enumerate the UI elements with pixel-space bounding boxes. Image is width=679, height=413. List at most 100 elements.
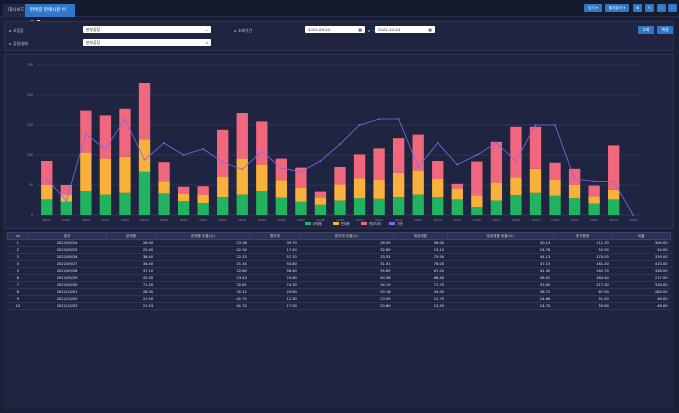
settings-icon[interactable]: ⚙ — [633, 4, 642, 12]
bar-segment — [314, 191, 327, 198]
refresh-icon[interactable]: ↻ — [645, 4, 654, 12]
column-header[interactable]: 원자재 — [249, 232, 301, 240]
x-tick-label: 10/06 — [277, 218, 285, 222]
table-cell: 34.19 — [299, 281, 394, 289]
line-point — [573, 178, 576, 180]
bar-segment — [334, 200, 346, 215]
bar-segment — [432, 179, 444, 197]
line-point — [124, 118, 126, 120]
chart-svg: 0 50 100 150 200 250 09/24 09/25 09/26 09/27 09/28… — [27, 63, 643, 226]
bar-segment — [275, 197, 288, 215]
bar-segment — [334, 184, 346, 201]
bar-segment — [197, 194, 209, 203]
x-tick-label: 10/21 — [571, 218, 579, 222]
table-cell: 5 — [7, 267, 29, 275]
date-to-input[interactable]: 2022-10-24 ▦ — [375, 26, 435, 33]
table-row[interactable]: 2 2022/09/25 22.40 42.34 17.40 32.89 13.10 24.7… — [7, 246, 671, 254]
table-cell: 2022/09/26 — [28, 253, 107, 261]
top-bar: 대시보드 판매량 판매사원 비교× 닫기 ▾ 즐겨찾기 ▾ ⚙ ↻ ⛶ ⛶ — [0, 0, 679, 26]
line-point — [202, 148, 205, 150]
table-cell: 20.60 — [299, 302, 394, 310]
column-header[interactable]: 제공제품 비율(%) — [446, 232, 554, 240]
x-tick-label: 10/08 — [316, 218, 324, 222]
date-to-value: 2022-10-24 — [378, 27, 401, 32]
table-cell: 12.50 — [393, 302, 448, 310]
table-row[interactable]: 7 2022/09/30 71.30 32.81 74.30 34.19 71.70 33.0… — [7, 281, 671, 289]
table-row[interactable]: 9 2022/10/02 21.50 41.75 12.30 23.59 12.70 24.6… — [7, 295, 671, 303]
expand-icon[interactable]: ⛶ — [657, 4, 666, 12]
column-header[interactable]: no — [7, 232, 29, 240]
line-point — [397, 118, 400, 120]
date-from-value: 2022-09-24 — [308, 27, 331, 32]
x-tick-label: 10/20 — [551, 218, 559, 222]
y-tick-label: 100 — [27, 153, 33, 157]
line-point — [593, 180, 596, 183]
bar-segment — [256, 121, 268, 165]
table-cell: 2022/10/02 — [28, 295, 107, 303]
y-tick-label: 50 — [29, 183, 33, 187]
table-cell: 8 — [7, 288, 29, 296]
column-header[interactable]: 일자 — [27, 232, 107, 240]
x-tick-label: 09/27 — [101, 218, 109, 222]
table-row[interactable]: 1 2022/09/24 26.00 23.38 39.70 26.59 56.00 30.1… — [7, 239, 671, 247]
bar-segment — [412, 170, 424, 195]
line-point — [143, 158, 146, 161]
bar-segment — [451, 183, 463, 189]
bar-segment — [588, 203, 600, 215]
bar-segment — [60, 185, 72, 195]
column-header[interactable]: 완제품 — [105, 232, 157, 240]
table-cell: 23.43 — [156, 274, 250, 282]
x-tick-label: 10/09 — [336, 218, 344, 222]
bar-segment — [99, 115, 112, 159]
table-cell: 217.30 — [553, 281, 612, 289]
site-select[interactable]: 본부공장 ⌄ — [83, 26, 211, 33]
table-cell: 41.70 — [156, 302, 250, 310]
table-cell: 217.00 — [611, 274, 671, 282]
column-header[interactable]: 총사용량 — [552, 232, 613, 240]
table-row[interactable]: 10 2022/10/03 21.53 41.70 17.00 20.60 12.50 24.… — [7, 302, 671, 310]
table-cell: 74.30 — [249, 281, 300, 289]
table-row[interactable]: 4 2022/09/27 34.40 21.34 50.80 31.51 76.00 47.1… — [7, 260, 671, 268]
bar-segment — [138, 171, 151, 215]
bar-segment — [177, 194, 190, 202]
date-from-input[interactable]: 2022-09-24 ▦ — [305, 26, 365, 33]
favorites-button[interactable]: 즐겨찾기 ▾ — [605, 4, 629, 12]
bar-segment — [549, 179, 561, 196]
sales-chart: 0 50 100 150 200 250 09/24 09/25 09/26 09/27 09/28… — [4, 54, 674, 229]
column-header[interactable]: 제공제품 — [393, 232, 448, 240]
line-point — [436, 142, 439, 144]
legend-label: 완제품 — [313, 221, 322, 226]
x-tick-label: 10/13 — [414, 218, 422, 222]
line-point — [241, 168, 244, 171]
table-row[interactable]: 6 2022/09/29 43.30 23.43 74.60 40.56 66.40 36.0… — [7, 274, 671, 282]
table-cell: 3 — [7, 253, 29, 261]
bar-segment — [119, 192, 131, 215]
x-tick-label: 10/01 — [180, 218, 188, 222]
fullscreen-icon[interactable]: ⛶ — [668, 4, 677, 12]
column-header[interactable]: 원자재 비율(%) — [299, 232, 395, 240]
bar-segment — [217, 176, 229, 197]
person-input[interactable]: 본부공장 ⌕ — [83, 39, 211, 46]
column-header[interactable]: 완제품 비율(%) — [155, 232, 251, 240]
table-row[interactable]: 3 2022/09/26 38.40 22.33 57.70 33.55 75.90 44.1… — [7, 253, 671, 261]
bar-segment — [80, 191, 92, 215]
table-cell: 75.90 — [393, 253, 448, 261]
close-dropdown-button[interactable]: 닫기 ▾ — [584, 4, 602, 12]
table-row[interactable]: 5 2022/09/28 37.10 22.80 58.40 35.89 67.20 41.3… — [7, 267, 671, 275]
bar-segment — [177, 201, 190, 215]
bar-segment — [451, 188, 463, 200]
search-button[interactable]: 조회 — [638, 26, 654, 34]
tab-dashboard[interactable]: 대시보드 — [3, 4, 30, 17]
table-cell: 111.70 — [553, 239, 612, 247]
line-point — [632, 214, 635, 216]
table-row[interactable]: 8 2022/10/01 28.30 32.12 25.60 29.16 34.00 38.7… — [7, 288, 671, 296]
table-cell: 44.13 — [447, 253, 554, 261]
y-tick-label: 0 — [31, 213, 33, 217]
table-cell: 44.00 — [611, 246, 671, 254]
search-icon[interactable]: ⌕ — [205, 40, 208, 45]
excel-button[interactable]: 엑셀 — [657, 26, 673, 34]
tab-sales-compare[interactable]: 판매량 판매사원 비교× — [25, 4, 75, 26]
column-header[interactable]: 비율 — [611, 232, 671, 240]
x-tick-label: 10/03 — [219, 218, 227, 222]
table-cell: 161.20 — [553, 260, 612, 268]
